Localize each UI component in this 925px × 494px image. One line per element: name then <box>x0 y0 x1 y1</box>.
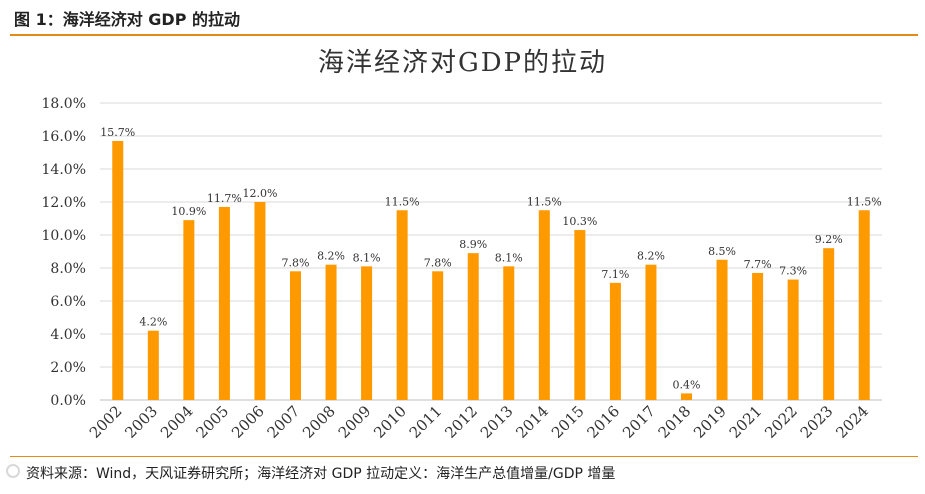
data-label: 11.5% <box>847 195 882 208</box>
x-tick-label: 2004 <box>157 402 197 442</box>
x-tick-label: 2013 <box>477 402 517 442</box>
x-tick-label: 2023 <box>797 402 837 442</box>
data-label: 8.1% <box>353 251 381 264</box>
x-tick-label: 2012 <box>441 402 481 442</box>
data-label: 7.8% <box>424 256 452 269</box>
data-label: 0.4% <box>673 378 701 391</box>
y-tick-label: 12.0% <box>42 195 86 211</box>
x-tick-label: 2007 <box>264 402 304 442</box>
data-label: 7.8% <box>282 256 310 269</box>
watermark-icon <box>6 464 20 478</box>
chart-title: 海洋经济对GDP的拉动 <box>317 48 608 78</box>
gridlines <box>100 102 882 368</box>
bar-2021 <box>752 272 764 400</box>
bar-2023 <box>823 248 835 400</box>
x-tick-label: 2021 <box>726 402 766 442</box>
data-labels: 15.7% 4.2% 10.9%11.7% 12.0% 7.8% 8.2% 8.1% 11.5… <box>100 126 881 391</box>
x-tick-label: 2010 <box>370 402 410 442</box>
y-tick-label: 18.0% <box>42 96 86 112</box>
y-tick-label: 16.0% <box>42 129 86 145</box>
data-label: 11.5% <box>385 195 420 208</box>
bar-2018 <box>681 393 692 400</box>
source-note: 资料来源：Wind，天风证券研究所；海洋经济对 GDP 拉动定义：海洋生产总值增… <box>26 466 616 482</box>
x-tick-label: 2003 <box>121 402 161 442</box>
data-label: 10.3% <box>562 215 597 228</box>
y-tick-label: 8.0% <box>50 261 86 277</box>
bar-2013 <box>503 266 515 400</box>
data-label: 8.2% <box>637 250 665 263</box>
bar-2017 <box>645 264 657 400</box>
y-tick-label: 4.0% <box>50 327 86 343</box>
y-tick-label: 14.0% <box>42 162 86 178</box>
bar-2003 <box>147 330 159 400</box>
x-axis-tick-labels: 2002200320042005200620072008200920102011… <box>86 402 872 442</box>
data-label: 7.1% <box>601 268 629 281</box>
data-label: 8.9% <box>459 238 487 251</box>
bar-2004 <box>183 220 195 400</box>
bar-2019 <box>716 259 728 400</box>
bar-2009 <box>361 266 373 400</box>
data-label: 11.7% <box>207 192 242 205</box>
bar-2012 <box>467 253 479 400</box>
y-tick-label: 0.0% <box>50 393 86 409</box>
y-tick-label: 10.0% <box>42 228 86 244</box>
bar-2014 <box>538 210 550 400</box>
bar-2006 <box>254 202 266 400</box>
x-tick-label: 2024 <box>832 402 872 442</box>
x-tick-label: 2008 <box>299 402 339 442</box>
x-tick-label: 2015 <box>548 402 588 442</box>
data-label: 4.2% <box>139 316 167 329</box>
x-tick-label: 2005 <box>193 402 233 442</box>
x-tick-label: 2016 <box>584 402 624 442</box>
x-tick-label: 2017 <box>619 402 659 442</box>
bar-2022 <box>787 279 799 400</box>
bar-2005 <box>218 206 230 400</box>
y-axis-tick-labels: 0.0% 2.0% 4.0% 6.0% 8.0% 10.0% 12.0% 14.0% 16.0%… <box>42 96 86 409</box>
bar-2011 <box>432 271 444 400</box>
x-tick-label: 2022 <box>761 402 801 442</box>
x-tick-label: 2014 <box>512 402 552 442</box>
x-tick-label: 2002 <box>86 402 126 442</box>
bottom-divider <box>10 456 918 457</box>
x-tick-label: 2006 <box>228 402 268 442</box>
bar-2010 <box>396 210 408 400</box>
x-tick-label: 2019 <box>690 402 730 442</box>
x-tick-label: 2018 <box>655 402 695 442</box>
bar-2008 <box>325 264 337 400</box>
data-label: 8.1% <box>495 251 523 264</box>
data-label: 15.7% <box>100 126 135 139</box>
data-label: 7.3% <box>779 265 807 278</box>
bar-series <box>112 140 870 400</box>
bar-2002 <box>112 140 124 400</box>
bar-2007 <box>290 271 301 400</box>
data-label: 8.5% <box>708 245 736 258</box>
figure-caption: 图 1：海洋经济对 GDP 的拉动 <box>14 10 240 29</box>
data-label: 9.2% <box>815 233 843 246</box>
x-tick-label: 2009 <box>335 402 375 442</box>
bar-2016 <box>609 282 621 400</box>
data-label: 10.9% <box>171 205 206 218</box>
data-label: 7.7% <box>744 258 772 271</box>
y-tick-label: 2.0% <box>50 360 86 376</box>
bar-2015 <box>574 230 586 400</box>
data-label: 8.2% <box>317 250 345 263</box>
data-label: 11.5% <box>527 195 562 208</box>
y-tick-label: 6.0% <box>50 294 86 310</box>
data-label: 12.0% <box>242 187 277 200</box>
bar-2024 <box>858 210 870 400</box>
top-divider <box>10 34 918 36</box>
x-tick-label: 2011 <box>406 402 446 442</box>
